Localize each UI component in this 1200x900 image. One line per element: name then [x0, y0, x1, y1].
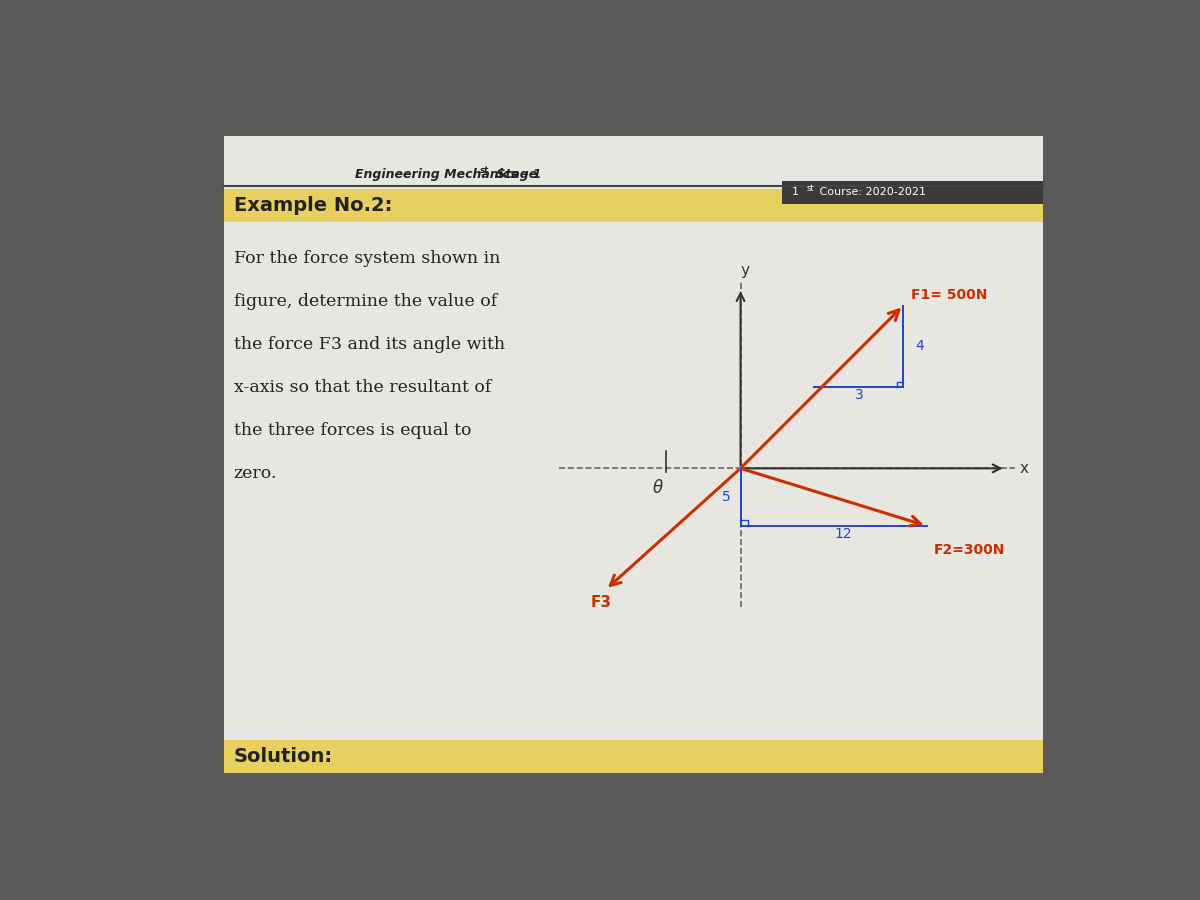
Text: x: x — [1020, 461, 1028, 476]
Text: Engineering Mechanics – 1: Engineering Mechanics – 1 — [355, 168, 541, 181]
Text: 3: 3 — [854, 389, 864, 402]
Text: zero.: zero. — [234, 465, 277, 482]
Text: the three forces is equal to: the three forces is equal to — [234, 422, 472, 439]
Text: θ: θ — [653, 479, 662, 497]
Text: 5: 5 — [722, 491, 731, 504]
Bar — [224, 136, 1043, 773]
Bar — [224, 740, 1043, 773]
Text: Example No.2:: Example No.2: — [234, 196, 392, 215]
Text: st: st — [480, 166, 490, 175]
Bar — [782, 181, 1043, 203]
Text: Solution:: Solution: — [234, 747, 332, 766]
Text: Course: 2020-2021: Course: 2020-2021 — [816, 187, 926, 197]
Text: Stage: Stage — [492, 168, 538, 181]
Text: F1= 500N: F1= 500N — [911, 288, 988, 302]
Text: 12: 12 — [834, 527, 852, 542]
Text: figure, determine the value of: figure, determine the value of — [234, 293, 497, 310]
Text: st: st — [806, 184, 815, 193]
Bar — [224, 189, 1043, 222]
Text: the force F3 and its angle with: the force F3 and its angle with — [234, 336, 505, 353]
Text: F2=300N: F2=300N — [934, 544, 1006, 557]
Text: x-axis so that the resultant of: x-axis so that the resultant of — [234, 379, 491, 396]
Text: F3: F3 — [590, 595, 612, 610]
Text: 4: 4 — [916, 339, 924, 353]
Text: 1: 1 — [792, 187, 799, 197]
Text: For the force system shown in: For the force system shown in — [234, 250, 500, 267]
Text: y: y — [740, 263, 750, 278]
